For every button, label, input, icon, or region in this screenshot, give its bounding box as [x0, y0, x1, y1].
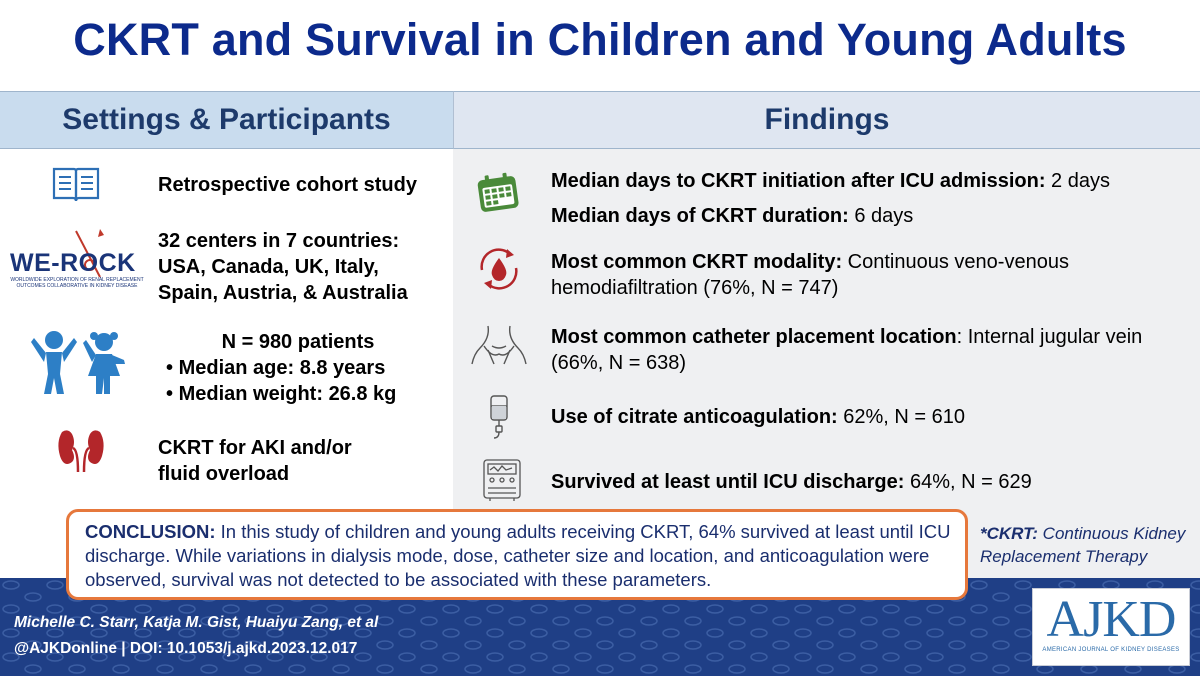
ajkd-subtitle: AMERICAN JOURNAL OF KIDNEY DISEASES [1042, 647, 1180, 653]
werock-wordmark: WE-ROCK [10, 249, 136, 277]
indication-line-1: CKRT for AKI and/or [158, 437, 352, 459]
authors: Michelle C. Starr, Katja M. Gist, Huaiyu… [14, 614, 379, 631]
footnote-label: *CKRT: [980, 524, 1038, 543]
study-type: Retrospective cohort study [158, 174, 417, 196]
finding-citrate-anticoagulation: Use of citrate anticoagulation: 62%, N =… [551, 406, 966, 428]
blood-drop-cycle-icon [480, 248, 518, 290]
finding-ckrt-duration: Median days of CKRT duration: 6 days [551, 205, 914, 227]
patients-count: N = 980 patients [221, 331, 375, 353]
indication-line-2: fluid overload [158, 463, 290, 485]
centers-line-1: 32 centers in 7 countries: [158, 230, 400, 252]
findings-header: Findings [453, 91, 1200, 149]
neck-icon [471, 325, 527, 365]
finding-ckrt-modality: Most common CKRT modality: Continuous ve… [551, 251, 1069, 299]
centers-line-2: USA, Canada, UK, Italy, [158, 256, 379, 278]
median-weight: Median weight: 26.8 kg [166, 381, 397, 407]
children-icon [31, 331, 125, 394]
conclusion-box: CONCLUSION: In this study of children an… [66, 509, 968, 600]
doi-line: @AJKDonline | DOI: 10.1053/j.ajkd.2023.1… [14, 640, 358, 657]
conclusion-label: CONCLUSION: [85, 521, 216, 542]
werock-subtitle-1: WORLDWIDE EXPLORATION OF RENAL REPLACEME… [10, 277, 144, 283]
conclusion-text: In this study of children and young adul… [85, 521, 951, 590]
finding-survival: Survived at least until ICU discharge: 6… [551, 471, 1032, 493]
kidneys-icon [58, 430, 104, 472]
finding-catheter-location: Most common catheter placement location:… [551, 326, 1143, 374]
ckrt-footnote: *CKRT: Continuous Kidney Replacement The… [980, 522, 1195, 568]
median-age: Median age: 8.8 years [166, 355, 386, 381]
finding-ckrt-initiation: Median days to CKRT initiation after ICU… [551, 170, 1110, 192]
settings-header: Settings & Participants [0, 91, 453, 149]
ajkd-wordmark: AJKD [1046, 591, 1177, 648]
findings-panel [453, 149, 1200, 579]
dialysis-machine-icon [483, 459, 521, 501]
centers-line-3: Spain, Austria, & Australia [158, 282, 408, 304]
iv-bag-icon [490, 395, 508, 439]
werock-subtitle-2: OUTCOMES COLLABORATIVE IN KIDNEY DISEASE [16, 283, 138, 289]
page-title: CKRT and Survival in Children and Young … [73, 14, 1127, 65]
werock-logo: AJKD WE-ROCK WORLDWIDE EXPLORATION OF RE… [8, 225, 144, 295]
footnote-text: Continuous Kidney Replacement Therapy [980, 524, 1186, 566]
book-icon [52, 167, 100, 202]
ajkd-logo: AJKD AMERICAN JOURNAL OF KIDNEY DISEASES [1032, 588, 1190, 666]
calendar-icon [477, 172, 519, 212]
